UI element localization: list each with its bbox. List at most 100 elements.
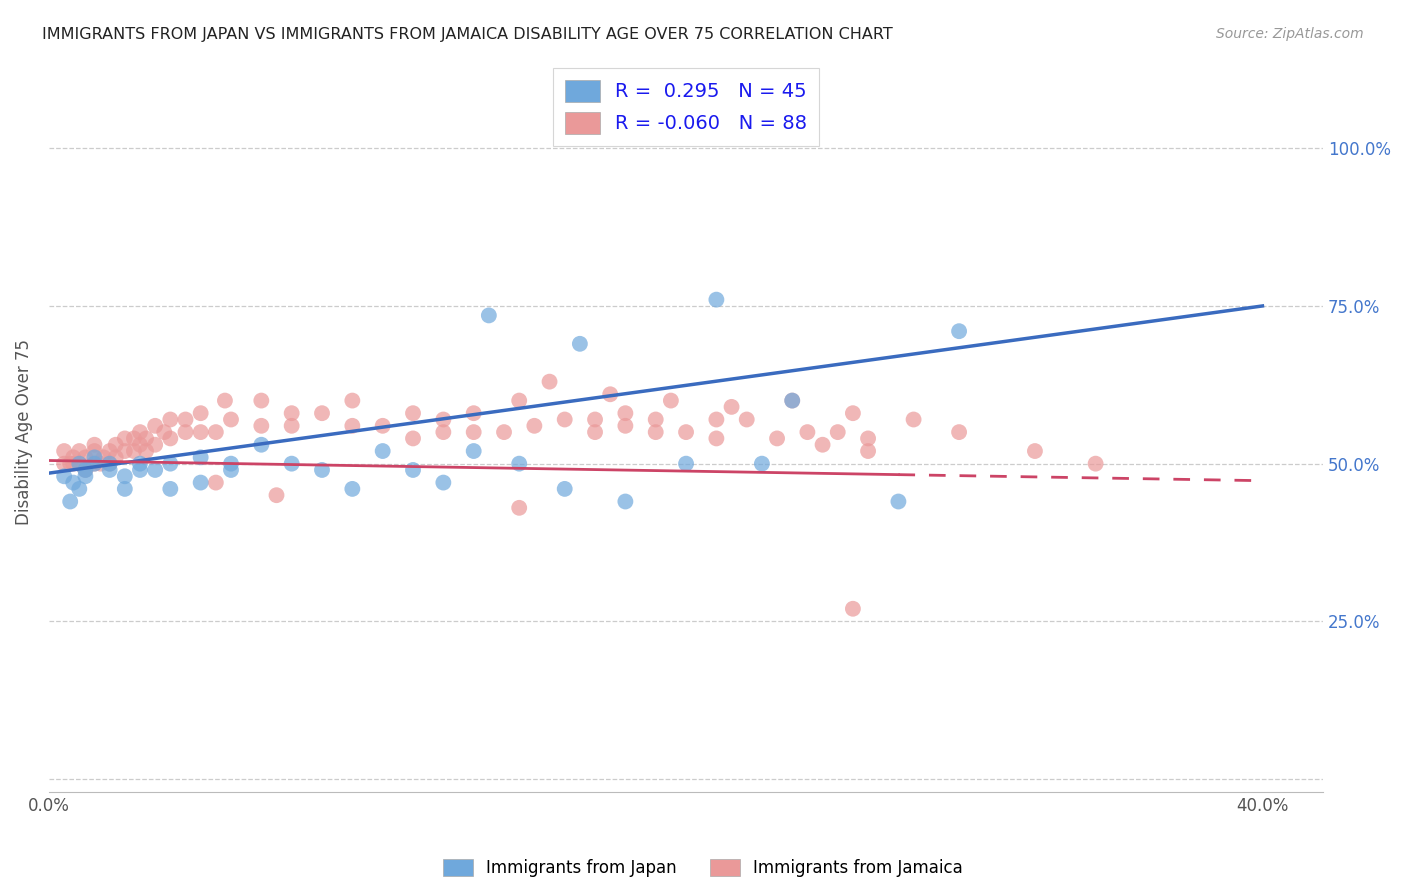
Point (342, 393, 364, 408)
Point (114, 432, 136, 446)
Point (93, 450, 115, 465)
Point (311, 463, 333, 477)
Point (143, 418, 166, 433)
Point (159, 457, 181, 471)
Point (554, 482, 576, 496)
Point (706, 293, 728, 307)
Point (402, 406, 425, 420)
Point (796, 425, 818, 439)
Point (114, 469, 136, 483)
Point (614, 406, 637, 420)
Point (205, 425, 228, 439)
Point (538, 375, 561, 389)
Legend: R =  0.295   N = 45, R = -0.060   N = 88: R = 0.295 N = 45, R = -0.060 N = 88 (553, 68, 820, 146)
Point (104, 438, 127, 452)
Point (842, 406, 865, 420)
Point (266, 488, 288, 502)
Point (583, 412, 606, 426)
Point (706, 412, 728, 426)
Point (205, 475, 228, 490)
Point (735, 412, 758, 426)
Point (159, 432, 181, 446)
Point (280, 457, 302, 471)
Point (644, 425, 666, 439)
Point (129, 425, 152, 439)
Point (492, 425, 515, 439)
Point (432, 425, 454, 439)
Point (751, 457, 773, 471)
Point (67, 482, 90, 496)
Point (53, 469, 76, 483)
Point (53, 444, 76, 458)
Point (811, 438, 834, 452)
Point (98, 444, 121, 458)
Point (67, 457, 90, 471)
Point (62, 475, 84, 490)
Point (174, 425, 197, 439)
Text: Source: ZipAtlas.com: Source: ZipAtlas.com (1216, 27, 1364, 41)
Point (614, 494, 637, 508)
Point (90, 457, 112, 471)
Point (508, 500, 530, 515)
Point (1084, 457, 1107, 471)
Point (59, 457, 82, 471)
Point (75, 450, 97, 465)
Point (174, 412, 197, 426)
Point (114, 444, 136, 458)
Point (675, 457, 697, 471)
Point (508, 457, 530, 471)
Point (903, 412, 925, 426)
Point (190, 475, 212, 490)
Point (59, 494, 82, 508)
Point (948, 324, 970, 338)
Point (463, 425, 485, 439)
Point (856, 432, 879, 446)
Point (219, 457, 242, 471)
Point (432, 475, 454, 490)
Point (122, 432, 145, 446)
Point (190, 425, 212, 439)
Point (250, 438, 273, 452)
Point (371, 444, 394, 458)
Point (342, 418, 364, 433)
Point (706, 432, 728, 446)
Point (583, 425, 606, 439)
Point (780, 393, 803, 408)
Point (83, 457, 105, 471)
Point (129, 463, 152, 477)
Point (675, 425, 697, 439)
Point (83, 444, 105, 458)
Point (463, 406, 485, 420)
Point (219, 463, 242, 477)
Point (135, 444, 157, 458)
Point (159, 412, 181, 426)
Point (948, 425, 970, 439)
Text: IMMIGRANTS FROM JAPAN VS IMMIGRANTS FROM JAMAICA DISABILITY AGE OVER 75 CORRELAT: IMMIGRANTS FROM JAPAN VS IMMIGRANTS FROM… (42, 27, 893, 42)
Point (75, 463, 97, 477)
Point (280, 418, 302, 433)
Legend: Immigrants from Japan, Immigrants from Jamaica: Immigrants from Japan, Immigrants from J… (436, 852, 970, 884)
Y-axis label: Disability Age Over 75: Disability Age Over 75 (15, 339, 32, 525)
Point (75, 469, 97, 483)
Point (478, 309, 501, 323)
Point (887, 494, 910, 508)
Point (129, 457, 152, 471)
Point (342, 482, 364, 496)
Point (280, 406, 302, 420)
Point (190, 450, 212, 465)
Point (523, 418, 546, 433)
Point (190, 406, 212, 420)
Point (219, 412, 242, 426)
Point (644, 412, 666, 426)
Point (250, 418, 273, 433)
Point (53, 457, 76, 471)
Point (159, 482, 181, 496)
Point (62, 457, 84, 471)
Point (98, 463, 121, 477)
Point (659, 393, 682, 408)
Point (104, 450, 127, 465)
Point (122, 444, 145, 458)
Point (83, 438, 105, 452)
Point (402, 432, 425, 446)
Point (98, 457, 121, 471)
